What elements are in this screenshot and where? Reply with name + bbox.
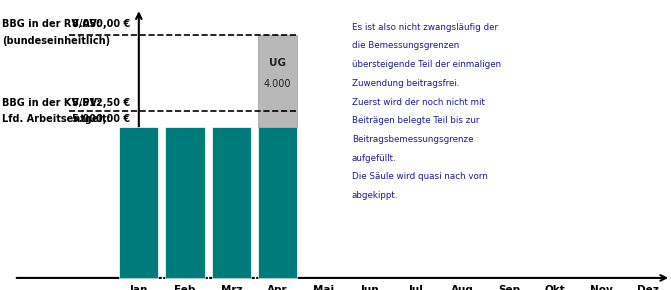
Text: Sep: Sep <box>498 284 520 290</box>
Text: UG: UG <box>269 58 286 68</box>
Text: Jun: Jun <box>361 284 380 290</box>
Text: Es ist also nicht zwangsläufig der: Es ist also nicht zwangsläufig der <box>352 23 498 32</box>
Text: Zuwendung beitragsfrei.: Zuwendung beitragsfrei. <box>352 79 459 88</box>
Text: Nov: Nov <box>590 284 613 290</box>
Text: Lfd. Arbeitsentgelt:: Lfd. Arbeitsentgelt: <box>2 114 111 124</box>
Text: BBG in der KV/PV:: BBG in der KV/PV: <box>2 98 101 108</box>
Text: abgekippt.: abgekippt. <box>352 191 398 200</box>
Text: übersteigende Teil der einmaligen: übersteigende Teil der einmaligen <box>352 60 501 69</box>
Text: (bundeseinheitlich): (bundeseinheitlich) <box>2 36 111 46</box>
Text: 5.000,00 €: 5.000,00 € <box>72 114 130 124</box>
Text: Zuerst wird der noch nicht mit: Zuerst wird der noch nicht mit <box>352 97 484 106</box>
Text: Jul: Jul <box>409 284 424 290</box>
Text: die Bemessungsgrenzen: die Bemessungsgrenzen <box>352 41 459 50</box>
Bar <box>119 127 158 278</box>
Bar <box>258 35 297 127</box>
Text: Die Säule wird quasi nach vorn: Die Säule wird quasi nach vorn <box>352 173 488 182</box>
Text: BBG in der RV/AV:: BBG in der RV/AV: <box>2 19 101 29</box>
Text: Beiträgen belegte Teil bis zur: Beiträgen belegte Teil bis zur <box>352 116 479 125</box>
Text: aufgefüllt.: aufgefüllt. <box>352 154 397 163</box>
Text: Jan: Jan <box>130 284 148 290</box>
Text: Mai: Mai <box>313 284 335 290</box>
Bar <box>166 127 205 278</box>
Text: 4.000: 4.000 <box>264 79 291 89</box>
Text: Okt: Okt <box>545 284 566 290</box>
Text: Dez: Dez <box>637 284 659 290</box>
Bar <box>258 127 297 278</box>
Text: Mrz: Mrz <box>221 284 242 290</box>
Text: Beitragsbemessungsgrenze: Beitragsbemessungsgrenze <box>352 135 473 144</box>
Text: Aug: Aug <box>452 284 474 290</box>
Text: 5.512,50 €: 5.512,50 € <box>72 98 130 108</box>
Text: 8.050,00 €: 8.050,00 € <box>72 19 130 29</box>
Text: Apr: Apr <box>267 284 288 290</box>
Bar <box>212 127 251 278</box>
Text: Feb: Feb <box>174 284 196 290</box>
